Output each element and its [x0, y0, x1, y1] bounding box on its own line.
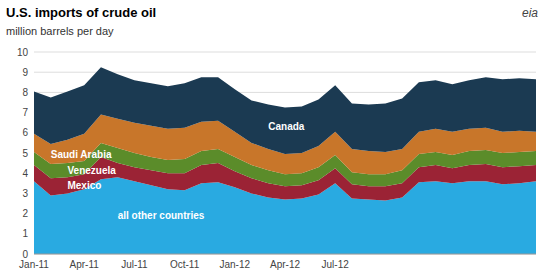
series-label: all other countries	[118, 210, 205, 221]
series-label: Mexico	[67, 180, 101, 191]
area	[34, 67, 536, 154]
grid-line	[34, 52, 536, 53]
x-tick-label: Apr-12	[270, 259, 300, 270]
y-tick-label: 5	[22, 148, 28, 159]
y-tick-label: 4	[22, 168, 28, 179]
y-tick-label: 1	[22, 228, 28, 239]
y-tick-label: 3	[22, 188, 28, 199]
x-tick-label: Jul-12	[322, 259, 350, 270]
x-tick-label: Jul-11	[121, 259, 148, 270]
y-tick-label: 10	[17, 47, 29, 58]
areas	[34, 67, 536, 254]
y-tick-label: 6	[22, 127, 28, 138]
y-tick-label: 2	[22, 208, 28, 219]
x-tick-label: Apr-11	[70, 259, 100, 270]
chart: U.S. imports of crude oil million barrels…	[0, 0, 548, 280]
series-label: Saudi Arabia	[51, 149, 112, 160]
grid-line	[34, 254, 536, 255]
annotation: eia	[522, 6, 538, 20]
x-tick-label: Jan-12	[220, 259, 251, 270]
title: U.S. imports of crude oil	[6, 5, 156, 20]
x-tick-label: Jan-11	[19, 259, 49, 270]
x-axis	[34, 254, 536, 255]
y-tick-label: 0	[22, 249, 28, 260]
y-tick-label: 7	[22, 107, 28, 118]
y-tick-label: 8	[22, 87, 28, 98]
series-label: Venezuela	[67, 165, 116, 176]
y-tick-label: 9	[22, 67, 28, 78]
subtitle: million barrels per day	[6, 25, 114, 37]
grid	[34, 52, 536, 254]
x-tick-label: Oct-11	[170, 259, 200, 270]
series-label: Canada	[268, 121, 305, 132]
